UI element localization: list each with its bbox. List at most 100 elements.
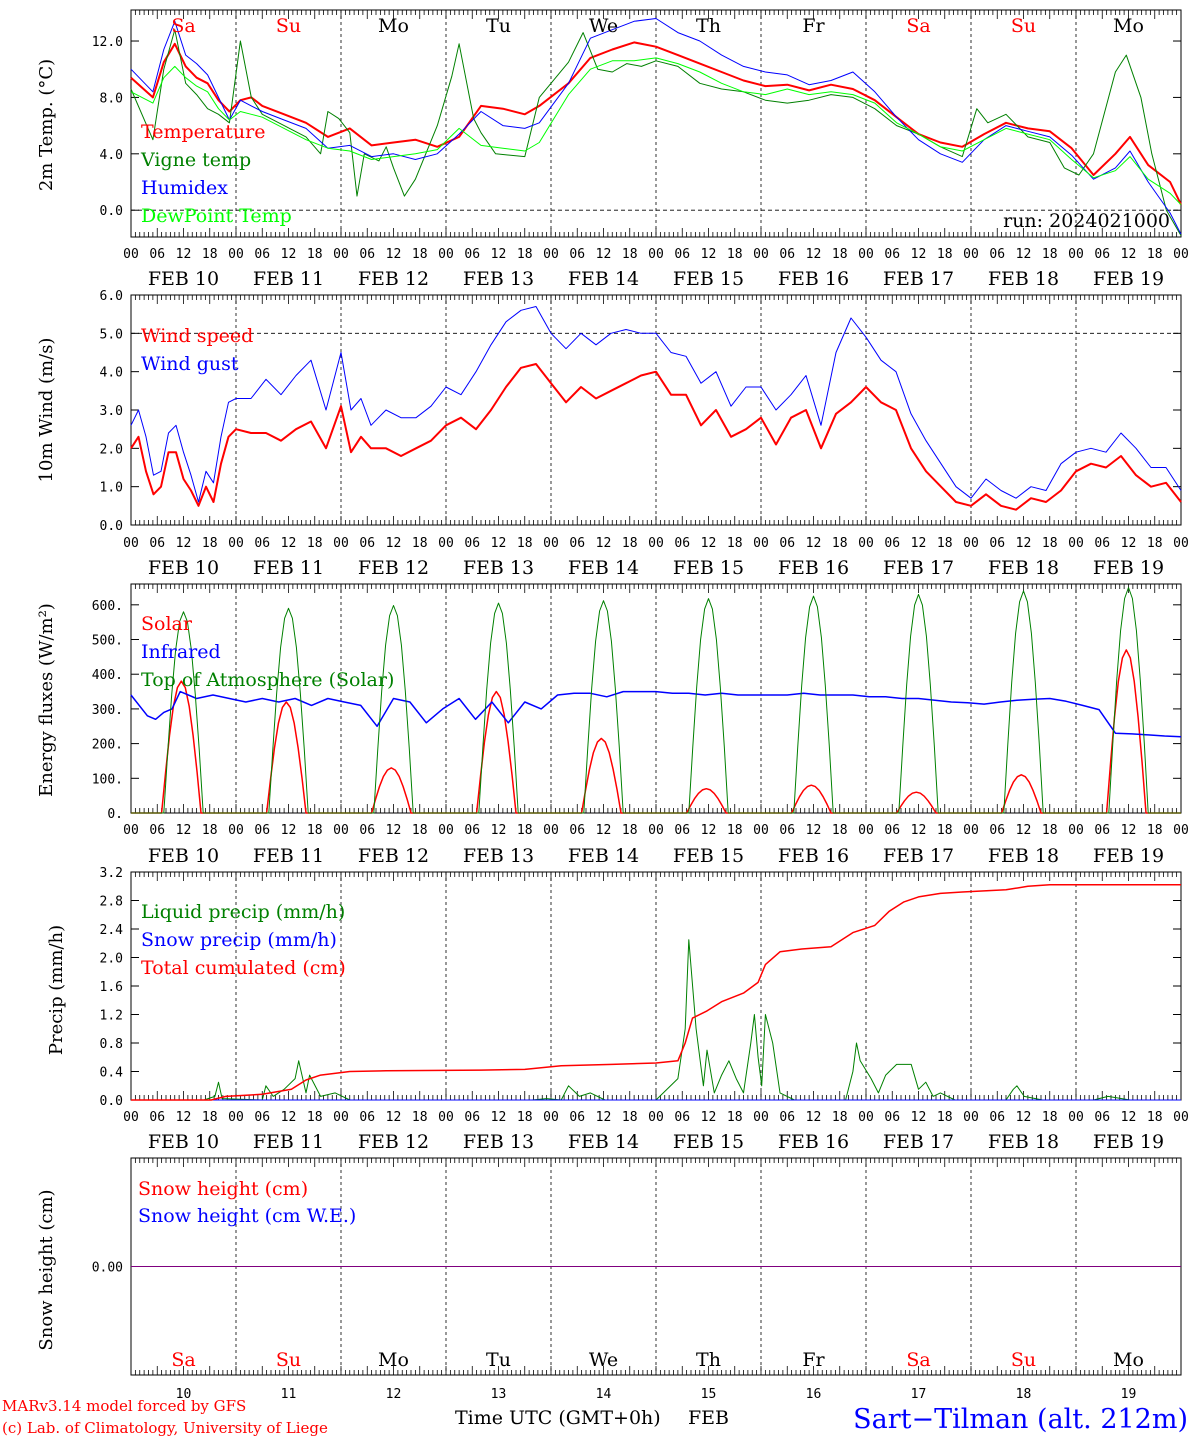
hour-tick-label: 00: [858, 823, 874, 838]
hour-tick-label: 00: [1173, 823, 1189, 838]
hour-tick-label: 00: [333, 823, 349, 838]
hour-tick-label: 06: [149, 536, 165, 551]
date-label: FEB 10: [148, 557, 219, 579]
hour-tick-label: 18: [937, 1110, 953, 1125]
hour-tick-label: 06: [674, 247, 690, 262]
weekday-label: Tu: [486, 1349, 511, 1371]
weekday-label: Mo: [378, 15, 409, 37]
date-label: FEB 14: [568, 268, 639, 290]
hour-tick-label: 06: [359, 1110, 375, 1125]
date-label: FEB 11: [253, 845, 324, 867]
hour-tick-label: 18: [202, 823, 218, 838]
day-number-label: 18: [1016, 1387, 1032, 1402]
weekday-label: Fr: [802, 15, 825, 37]
legend-entry: Wind gust: [141, 353, 239, 375]
y-tick-label: 1.6: [100, 980, 123, 995]
hour-tick-label: 06: [149, 823, 165, 838]
hour-tick-label: 06: [674, 536, 690, 551]
hour-tick-label: 18: [517, 536, 533, 551]
hour-tick-label: 18: [412, 1110, 428, 1125]
date-label: FEB 18: [988, 845, 1059, 867]
hour-tick-label: 18: [832, 823, 848, 838]
hour-tick-label: 18: [937, 823, 953, 838]
y-tick-label: 4.0: [100, 148, 123, 163]
y-axis-label: Energy fluxes (W/m²): [36, 603, 57, 797]
date-label: FEB 18: [988, 268, 1059, 290]
panel-3: Energy fluxes (W/m²): [36, 583, 1182, 814]
date-label: FEB 11: [253, 557, 324, 579]
y-axis-label: 2m Temp. (°C): [36, 59, 57, 191]
hour-tick-label: 06: [989, 823, 1005, 838]
hour-tick-label: 12: [911, 823, 927, 838]
hour-tick-label: 18: [832, 247, 848, 262]
date-label: FEB 13: [463, 268, 534, 290]
hour-tick-label: 00: [858, 536, 874, 551]
hour-tick-label: 06: [149, 247, 165, 262]
hour-tick-label: 06: [779, 1110, 795, 1125]
hour-tick-label: 18: [727, 1110, 743, 1125]
panel-4: Precip (mm/h): [46, 871, 1182, 1101]
date-label: FEB 13: [463, 845, 534, 867]
date-label: FEB 12: [358, 1131, 429, 1153]
series-line: [130, 29, 1182, 236]
hour-tick-label: 00: [333, 1110, 349, 1125]
series-line: [131, 587, 1181, 814]
y-tick-label: 0.4: [100, 1066, 124, 1081]
y-tick-label: 5.0: [100, 327, 123, 342]
station-title: Sart−Tilman (alt. 212m): [853, 1404, 1188, 1435]
month-label: FEB: [688, 1407, 729, 1429]
hour-tick-label: 12: [176, 1110, 192, 1125]
date-label: FEB 12: [358, 268, 429, 290]
hour-tick-label: 12: [701, 247, 717, 262]
date-label: FEB 10: [148, 268, 219, 290]
hour-tick-label: 18: [307, 1110, 323, 1125]
hour-tick-label: 12: [386, 536, 402, 551]
hour-tick-label: 18: [412, 823, 428, 838]
hour-tick-label: 06: [779, 823, 795, 838]
hour-tick-label: 12: [281, 536, 297, 551]
panel-1: 2m Temp. (°C): [36, 9, 1182, 238]
y-tick-label: 1.2: [100, 1009, 123, 1024]
hour-tick-label: 18: [202, 247, 218, 262]
hour-tick-label: 18: [1042, 1110, 1058, 1125]
date-label: FEB 14: [568, 845, 639, 867]
hour-tick-label: 18: [1042, 536, 1058, 551]
legend-entry: Humidex: [141, 177, 228, 199]
day-number-label: 16: [806, 1387, 822, 1402]
weekday-label: Su: [276, 15, 301, 37]
hour-tick-label: 00: [123, 247, 139, 262]
y-tick-label: 0.00: [92, 1261, 123, 1276]
hour-tick-label: 12: [176, 536, 192, 551]
hour-tick-label: 00: [858, 1110, 874, 1125]
y-tick-label: 500.: [92, 634, 123, 649]
series-line: [130, 363, 1182, 511]
hour-tick-label: 06: [464, 823, 480, 838]
hour-tick-label: 12: [596, 247, 612, 262]
hour-tick-label: 00: [648, 536, 664, 551]
hour-tick-label: 18: [307, 247, 323, 262]
hour-tick-label: 18: [307, 536, 323, 551]
panel-2: 10m Wind (m/s): [36, 294, 1182, 526]
hour-tick-label: 06: [884, 823, 900, 838]
hour-tick-label: 18: [307, 823, 323, 838]
hour-tick-label: 18: [937, 536, 953, 551]
hour-tick-label: 00: [963, 1110, 979, 1125]
hour-tick-label: 00: [1068, 247, 1084, 262]
hour-tick-label: 12: [386, 247, 402, 262]
hour-tick-label: 06: [464, 1110, 480, 1125]
date-label: FEB 15: [673, 557, 744, 579]
hour-tick-label: 12: [1121, 536, 1137, 551]
y-tick-label: 12.0: [92, 35, 123, 50]
hour-tick-label: 12: [1016, 247, 1032, 262]
y-tick-label: 0.8: [100, 1037, 123, 1052]
hour-tick-label: 00: [1173, 247, 1189, 262]
hour-tick-label: 12: [911, 247, 927, 262]
hour-tick-label: 00: [753, 823, 769, 838]
hour-tick-label: 00: [1173, 1110, 1189, 1125]
hour-tick-label: 18: [1147, 823, 1163, 838]
hour-tick-label: 12: [806, 247, 822, 262]
hour-tick-label: 06: [674, 1110, 690, 1125]
legend-entry: Total cumulated (cm): [141, 957, 346, 979]
weekday-label: Mo: [1113, 15, 1144, 37]
hour-tick-label: 12: [701, 823, 717, 838]
